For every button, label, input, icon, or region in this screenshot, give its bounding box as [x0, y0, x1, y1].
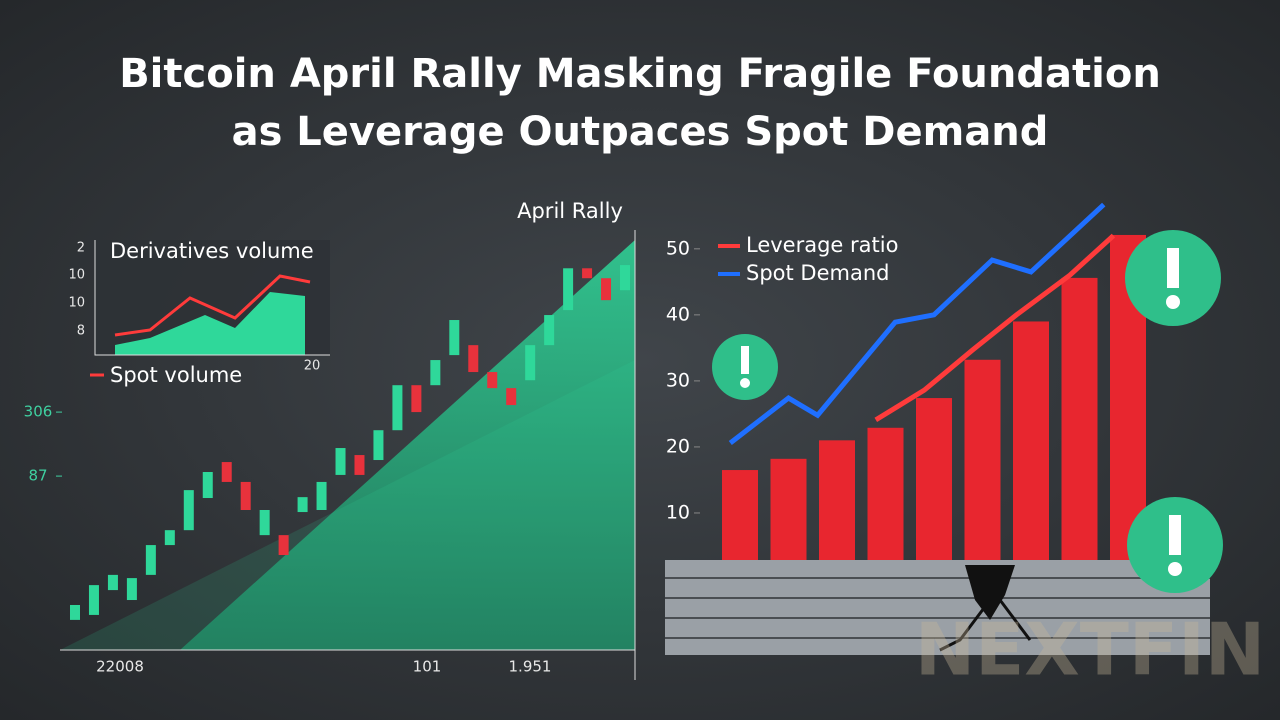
candle — [582, 268, 593, 279]
inset-x-label: 20 — [304, 359, 321, 374]
brick-wall — [665, 560, 1210, 655]
y-tick-label: 87 — [28, 467, 47, 485]
title-line: as Leverage Outpaces Spot Demand — [232, 109, 1049, 155]
y-tick-label: 50 — [666, 237, 690, 259]
bar — [964, 359, 1001, 579]
series-line — [728, 202, 1106, 445]
bar — [819, 440, 855, 579]
rally-area — [60, 360, 635, 650]
candle — [88, 585, 99, 615]
candle — [316, 481, 327, 510]
legend-label: Spot volume — [110, 363, 242, 387]
bar — [1013, 321, 1049, 579]
candle — [145, 545, 156, 575]
bar — [1061, 277, 1098, 579]
alert-icon — [1125, 230, 1221, 326]
candle — [221, 462, 232, 482]
candle — [525, 345, 536, 381]
inset-title: Derivatives volume — [110, 239, 314, 263]
alert-icon — [1127, 497, 1223, 593]
inset-area — [115, 292, 305, 355]
y-tick-label: 30 — [666, 369, 690, 391]
candle — [601, 278, 612, 301]
y-tick-label: 20 — [666, 435, 690, 457]
x-tick-label: 1.951 — [509, 658, 552, 676]
bar — [916, 398, 952, 579]
candle — [335, 448, 346, 475]
inset-tick: 10 — [68, 296, 85, 311]
bar — [867, 427, 904, 579]
candle — [259, 510, 270, 536]
candle — [70, 604, 80, 620]
candle — [107, 574, 118, 591]
candle — [430, 360, 441, 386]
inset-line — [114, 274, 311, 337]
rally-area — [180, 240, 635, 650]
y-tick-label: 10 — [666, 501, 690, 523]
x-tick-label: 22008 — [96, 658, 144, 676]
candle — [126, 578, 137, 601]
candle — [487, 372, 498, 389]
inset-tick: 10 — [68, 268, 85, 283]
inset-tick: 2 — [77, 241, 85, 256]
candle — [278, 535, 289, 556]
legend-label: Leverage ratio — [746, 233, 898, 257]
legend-label: Spot Demand — [746, 261, 889, 285]
candle — [164, 530, 175, 546]
candle — [297, 497, 308, 513]
candle — [183, 490, 194, 531]
inset-axis — [94, 240, 330, 356]
candle — [354, 455, 365, 475]
candle — [449, 320, 460, 356]
candle — [373, 430, 384, 461]
title-line: Bitcoin April Rally Masking Fragile Foun… — [119, 51, 1161, 97]
annotation: April Rally — [517, 199, 623, 223]
y-tick-label: 40 — [666, 303, 690, 325]
candle — [411, 385, 422, 413]
candle — [202, 472, 213, 499]
bar — [770, 458, 807, 579]
wall — [665, 560, 1210, 655]
y-tick-label: 306 — [24, 403, 53, 421]
candle — [544, 315, 555, 346]
candle — [240, 481, 251, 510]
alert-icon — [712, 334, 778, 400]
inset-tick: 8 — [77, 324, 85, 339]
candle — [392, 385, 403, 431]
crack — [965, 565, 1015, 620]
series-line — [874, 233, 1116, 422]
candle — [468, 345, 479, 373]
candle — [563, 268, 574, 311]
candle — [620, 265, 630, 291]
watermark: NEXTFIN — [915, 608, 1265, 692]
x-tick-label: 101 — [413, 658, 442, 676]
candle — [506, 388, 517, 406]
